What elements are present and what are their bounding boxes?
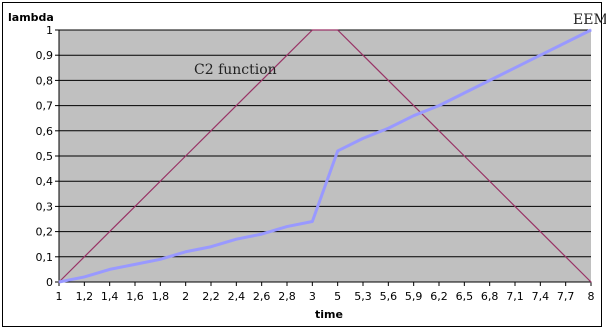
x-tick-label: 5,3 xyxy=(354,290,372,303)
y-axis-label: lambda xyxy=(8,11,54,24)
series-line-c2-function xyxy=(58,29,592,283)
x-tick-label: 3 xyxy=(309,290,316,303)
data-point xyxy=(159,258,161,260)
x-tick-label: 8 xyxy=(588,290,595,303)
data-point xyxy=(134,205,136,207)
x-tick-label: 2,4 xyxy=(228,290,246,303)
data-point xyxy=(261,233,263,235)
data-point xyxy=(286,225,288,228)
y-tick-label: 0,7 xyxy=(36,100,54,113)
y-tick-label: 0,5 xyxy=(36,150,54,163)
x-tick-label: 5 xyxy=(334,290,341,303)
data-point xyxy=(58,281,60,283)
x-tick-label: 6,5 xyxy=(456,290,474,303)
x-tick-labels: 1 1,2 1,4 1,6 1,8 2 2,2 2,4 2,6 2,8 3 5 5,3 5,6 5,9 6,2… xyxy=(56,290,595,303)
data-point xyxy=(185,155,187,157)
data-point xyxy=(109,231,111,233)
y-tick-label: 0,8 xyxy=(36,74,54,87)
y-tick-label: 1 xyxy=(46,24,53,37)
data-point xyxy=(413,105,415,107)
data-point xyxy=(590,29,592,31)
x-tick-label: 2,2 xyxy=(202,290,220,303)
x-tick-label: 1,4 xyxy=(101,290,119,303)
x-tick-label: 5,9 xyxy=(405,290,423,303)
data-point xyxy=(565,256,567,258)
data-point xyxy=(438,105,440,107)
gridlines xyxy=(55,29,592,286)
y-tick-label: 0,1 xyxy=(36,251,54,264)
data-point xyxy=(514,67,516,69)
data-point xyxy=(286,54,288,56)
y-tick-label: 0,3 xyxy=(36,200,54,213)
data-point xyxy=(235,238,237,240)
x-tick-label: 2 xyxy=(182,290,189,303)
data-point xyxy=(362,137,364,139)
data-point xyxy=(159,180,161,182)
x-tick-label: 2,8 xyxy=(278,290,296,303)
data-point xyxy=(337,29,339,31)
point-layer xyxy=(58,29,592,283)
series-label-c2-function: C2 function xyxy=(194,62,277,78)
data-point xyxy=(387,79,389,81)
x-tick-label: 1 xyxy=(56,290,63,303)
x-axis-label: time xyxy=(315,308,343,321)
y-tick-label: 0,2 xyxy=(36,226,54,239)
y-tick-label: 0,6 xyxy=(36,125,54,138)
data-point xyxy=(311,220,313,223)
data-point xyxy=(83,276,85,278)
x-tick-label: 6,2 xyxy=(430,290,448,303)
data-point xyxy=(387,127,389,129)
x-tick-label: 7,7 xyxy=(557,290,575,303)
data-point xyxy=(235,105,237,107)
data-point xyxy=(489,180,491,182)
data-point xyxy=(463,155,465,157)
data-point xyxy=(463,92,465,94)
x-tick-label: 2,6 xyxy=(253,290,271,303)
data-point xyxy=(261,79,263,81)
y-tick-label: 0,9 xyxy=(36,49,54,62)
x-tick-label: 7,1 xyxy=(506,290,524,303)
series-layer xyxy=(58,28,592,284)
data-point xyxy=(83,256,85,258)
data-point xyxy=(185,251,187,253)
series-label-eem: EEM xyxy=(573,12,606,28)
data-point xyxy=(362,54,364,56)
data-point xyxy=(539,54,541,56)
x-tick-label: 6,8 xyxy=(481,290,499,303)
x-tick-label: 1,8 xyxy=(152,290,170,303)
data-point xyxy=(109,268,111,270)
data-point xyxy=(210,246,212,248)
data-point xyxy=(337,150,339,152)
y-tick-labels: 0 0,1 0,2 0,3 0,4 0,5 0,6 0,7 0,8 0,9 1 xyxy=(36,24,54,289)
data-point xyxy=(438,130,440,132)
y-tick-label: 0,4 xyxy=(36,175,54,188)
data-point xyxy=(590,281,592,283)
series-line-eem xyxy=(58,28,592,284)
data-point xyxy=(134,263,136,265)
data-point xyxy=(413,115,415,117)
data-point xyxy=(565,42,567,44)
data-point xyxy=(539,231,541,233)
x-tick-label: 7,4 xyxy=(532,290,550,303)
x-tick-label: 1,2 xyxy=(76,290,94,303)
x-tick-label: 1,6 xyxy=(126,290,144,303)
data-point xyxy=(514,205,516,207)
data-point xyxy=(489,79,491,81)
y-tick-label: 0 xyxy=(46,276,53,289)
data-point xyxy=(210,130,212,132)
x-tick-label: 5,6 xyxy=(380,290,398,303)
data-point xyxy=(311,29,313,31)
